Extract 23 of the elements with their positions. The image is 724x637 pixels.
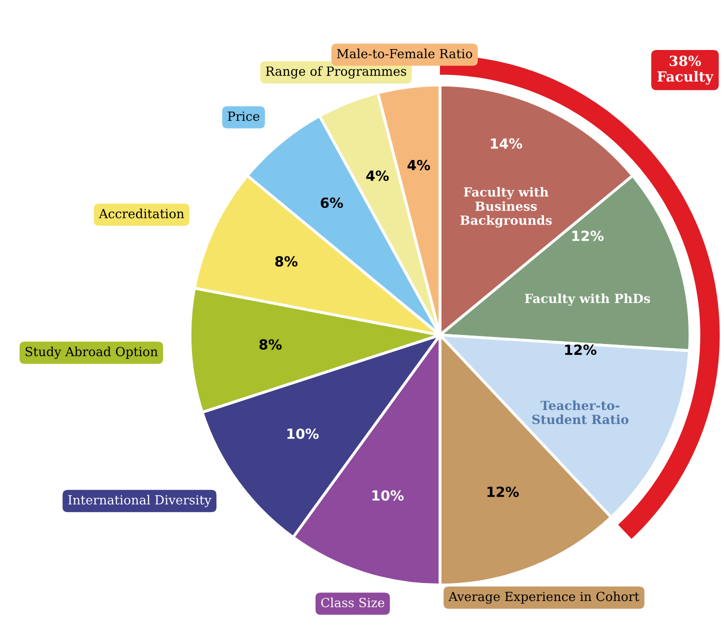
data-label: 14% bbox=[490, 138, 522, 149]
data-label: 12% bbox=[488, 486, 519, 498]
text: 38% Faculty bbox=[657, 56, 714, 85]
data-label: 10% bbox=[287, 428, 319, 439]
slice-label: International Diversity bbox=[68, 494, 212, 508]
slice-label: Male-to-Female Ratio bbox=[337, 48, 472, 58]
slice-label: Accreditation bbox=[98, 208, 184, 218]
data-label: 4% bbox=[366, 170, 389, 181]
slice-label: Average Experience in Cohort bbox=[448, 592, 640, 604]
slice-label: Study Abroad Option bbox=[26, 346, 158, 359]
data-label: 12% bbox=[565, 344, 596, 356]
slice-label: Faculty with PhDs bbox=[524, 293, 650, 306]
slice-label: Price bbox=[228, 112, 260, 121]
data-label: 10% bbox=[372, 490, 404, 501]
slice-label: Range of Programmes bbox=[266, 66, 406, 78]
data-label: 8% bbox=[259, 339, 282, 350]
data-label: 12% bbox=[572, 230, 604, 242]
slice-label: Class Size bbox=[321, 598, 384, 608]
data-label: 4% bbox=[408, 160, 430, 170]
data-label: 8% bbox=[275, 256, 298, 267]
slice-label: Teacher-to- Student Ratio bbox=[532, 400, 628, 424]
slice-label: Faculty with Business Backgrounds bbox=[460, 187, 552, 228]
data-label: 6% bbox=[320, 198, 343, 208]
